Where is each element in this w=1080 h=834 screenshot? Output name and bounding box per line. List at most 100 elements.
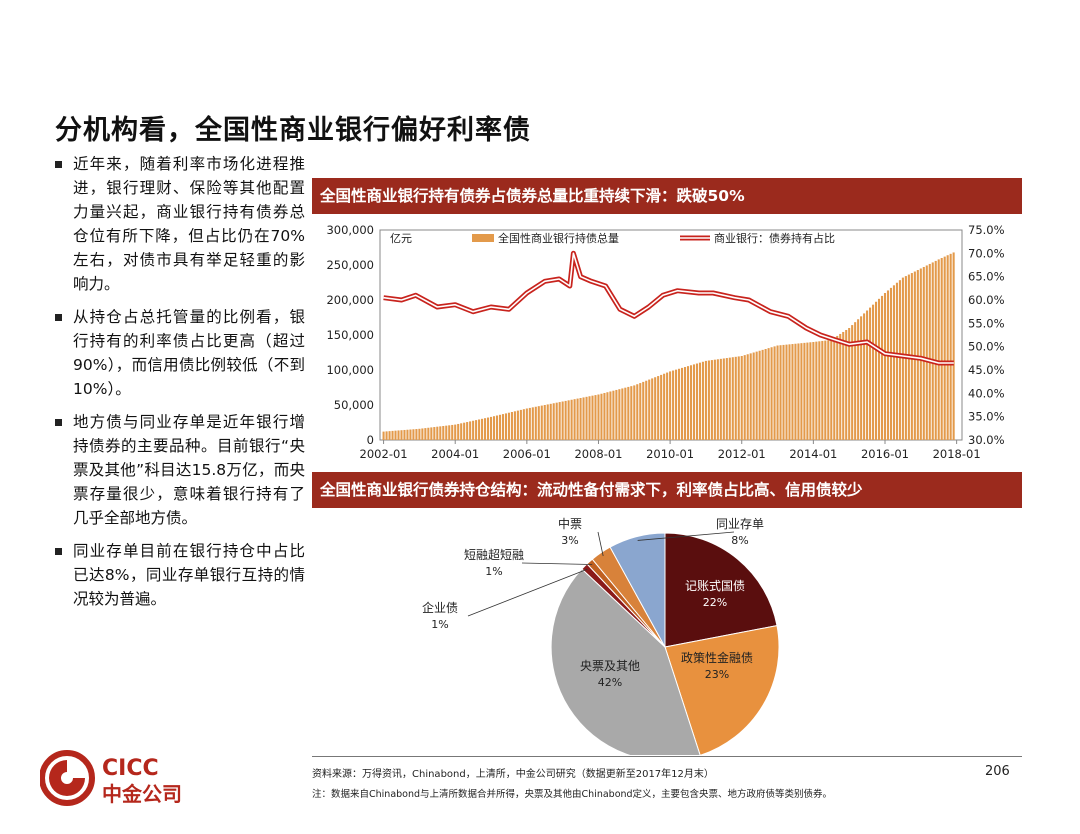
holdings-bar [660, 374, 663, 440]
holdings-bar [695, 363, 699, 440]
holdings-bar [436, 426, 439, 440]
holdings-bar [669, 371, 672, 440]
holdings-bar [603, 392, 606, 440]
logo-swirl [49, 760, 85, 796]
holdings-bar [898, 280, 901, 440]
holdings-bar [743, 355, 746, 440]
holdings-bar [627, 386, 630, 440]
holdings-bar [866, 310, 869, 440]
holdings-bar [481, 418, 484, 440]
holdings-bar [469, 421, 472, 440]
holdings-bar [615, 389, 618, 440]
holdings-bar [842, 331, 845, 440]
holdings-bar [403, 429, 406, 440]
y-left-tick-label: 100,000 [326, 363, 374, 377]
holdings-bar [537, 406, 540, 440]
holdings-bar [952, 252, 955, 440]
holdings-bar [803, 342, 806, 440]
pie-slice-label: 央票及其他 [580, 659, 640, 673]
holdings-bar [531, 407, 534, 440]
unit-label: 亿元 [390, 232, 412, 245]
holdings-bar [755, 351, 758, 440]
holdings-bar [731, 357, 734, 440]
pie-slice-label: 企业债 [422, 600, 458, 615]
holdings-bar [621, 388, 624, 440]
x-tick-label: 2016-01 [861, 447, 909, 461]
pie-slice [664, 532, 778, 648]
holdings-bar [600, 393, 603, 440]
holdings-bar [663, 373, 666, 440]
holdings-bar [430, 427, 433, 440]
holdings-bar [609, 391, 612, 440]
structure-pie-chart: 记账式国债 22% 政策性金融债 23% 央票及其他 42% 企业债 1% 短融超短融 1% 中票 3… [422, 516, 780, 755]
holdings-bar [895, 282, 898, 440]
holdings-bar [522, 409, 525, 440]
holdings-bar [692, 364, 696, 440]
pie-slice-pct: 1% [485, 565, 502, 578]
holdings-bar [710, 360, 713, 440]
pie-slice-label: 中票 [558, 516, 582, 531]
pie-leader-line [467, 568, 588, 617]
holdings-bar [678, 368, 681, 440]
footer-note: 注：数据来自Chinabond与上清所数据合并所得，央票及其他由Chinabon… [312, 789, 833, 800]
holdings-bar [761, 349, 764, 440]
holdings-bar [433, 427, 436, 440]
holdings-bar [839, 333, 842, 440]
holdings-bar [561, 401, 564, 440]
holdings-bar [439, 426, 442, 440]
holdings-bar [528, 407, 531, 440]
pie-slice-pct: 3% [561, 534, 578, 547]
y-right-tick-label: 65.0% [968, 270, 1005, 284]
holdings-bar [606, 392, 609, 440]
holdings-bar [409, 429, 412, 440]
holdings-bar [797, 343, 800, 440]
holdings-bar [567, 400, 570, 440]
holdings-bar [534, 406, 537, 440]
holdings-bar [874, 301, 878, 440]
bond-share-line [383, 250, 954, 366]
pie-slice-pct: 8% [731, 534, 748, 547]
holdings-bar [651, 378, 654, 440]
holdings-bar [552, 403, 555, 440]
x-tick-label: 2012-01 [718, 447, 766, 461]
x-tick-label: 2008-01 [574, 447, 622, 461]
holdings-bar [869, 307, 872, 440]
holdings-bar [880, 295, 884, 440]
holdings-combo-chart: 0 50,000 100,000 150,000 200,000 250,000 300,0… [326, 223, 1005, 461]
bullet-item: 近年来，随着利率市场化进程推进，银行理财、保险等其他配置力量兴起，商业银行持有债… [55, 152, 305, 296]
y-left-tick-label: 200,000 [326, 293, 374, 307]
holdings-bar [513, 411, 516, 440]
holdings-bar [495, 415, 499, 440]
legend-label-line: 商业银行：债券持有占比 [714, 231, 835, 245]
y-left-tick-label: 250,000 [326, 258, 374, 272]
pie-leader-line [637, 531, 735, 541]
holdings-bar [645, 380, 648, 440]
holdings-bar [546, 404, 549, 440]
holdings-bar [946, 255, 949, 440]
x-tick-label: 2006-01 [503, 447, 551, 461]
pie-slice-pct: 22% [703, 596, 727, 609]
holdings-bar [504, 413, 507, 440]
holdings-bar [940, 258, 943, 440]
bullet-text: 从持仓占总托管量的比例看，银行持有的利率债占比更高（超过90%），而信用债比例较… [73, 308, 305, 398]
holdings-bar [564, 400, 567, 440]
holdings-bar [872, 304, 875, 440]
holdings-bar [863, 313, 866, 440]
chart1-header: 全国性商业银行持有债券占债券总量比重持续下滑：跌破50% [312, 178, 1022, 214]
holdings-bar [722, 358, 725, 440]
holdings-bar [806, 342, 809, 440]
holdings-bar [406, 429, 409, 440]
bullet-item: 从持仓占总托管量的比例看，银行持有的利率债占比更高（超过90%），而信用债比例较… [55, 305, 305, 401]
holdings-bar [454, 424, 457, 440]
pie-slice-label: 短融超短融 [464, 547, 524, 562]
holdings-bar [886, 290, 890, 440]
holdings-bar [788, 344, 791, 440]
holdings-bar [848, 328, 851, 440]
holdings-bar [385, 431, 388, 440]
holdings-bar [698, 362, 701, 440]
holdings-bar [764, 349, 767, 440]
holdings-bar [478, 419, 481, 440]
holdings-bar [719, 358, 722, 440]
holdings-bar [809, 342, 812, 440]
holdings-bar [591, 395, 594, 440]
